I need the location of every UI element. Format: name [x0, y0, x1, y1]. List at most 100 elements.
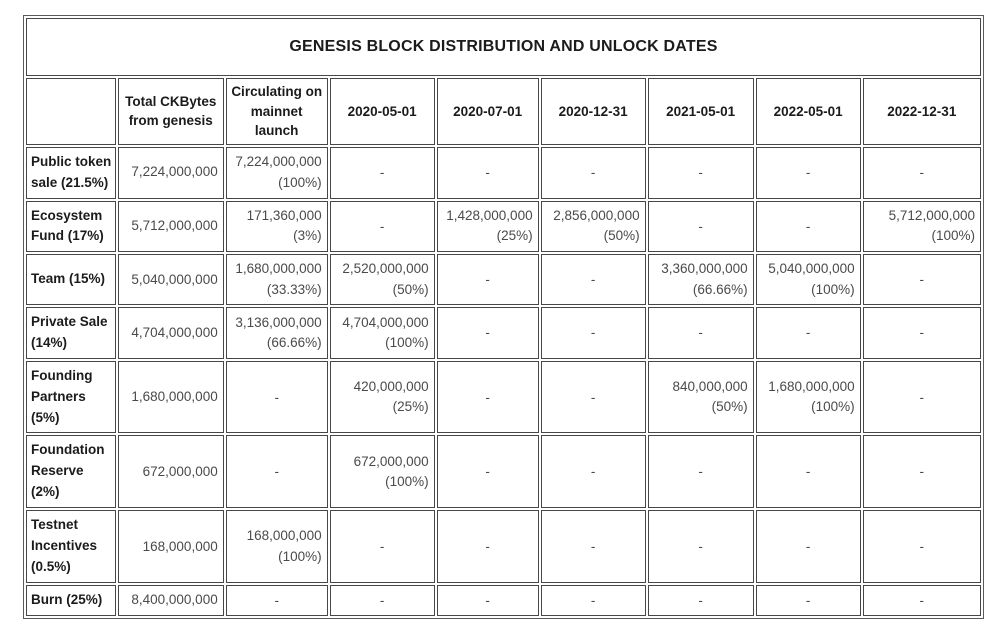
table-row: Ecosystem Fund (17%) 5,712,000,000 171,360…	[26, 200, 981, 253]
cell-value: 1,428,000,000	[446, 208, 533, 224]
cell-value: 1,680,000,000	[131, 388, 218, 404]
column-header-2020-05-01: 2020-05-01	[329, 78, 435, 145]
cell-percent: (100%)	[811, 281, 855, 297]
column-header-blank	[26, 78, 116, 145]
cell-percent: (50%)	[711, 399, 748, 415]
empty-cell: -	[755, 585, 861, 616]
value-cell: 840,000,000 (50%)	[647, 360, 754, 434]
cell-percent: (100%)	[385, 334, 429, 350]
cell-value: 5,040,000,000	[131, 271, 218, 287]
column-header-2020-12-31: 2020-12-31	[540, 78, 646, 145]
empty-cell: -	[647, 200, 754, 253]
value-cell: 2,520,000,000 (50%)	[329, 254, 435, 305]
cell-percent: (25%)	[392, 399, 429, 415]
empty-cell: -	[755, 510, 861, 584]
cell-value: 5,040,000,000	[768, 261, 855, 277]
empty-cell: -	[540, 254, 646, 305]
empty-cell: -	[329, 200, 435, 253]
cell-value: 1,680,000,000	[768, 378, 855, 394]
column-header-circulating-on-mainnet-launch: Circulating on mainnet launch	[225, 78, 328, 145]
value-cell: 3,360,000,000 (66.66%)	[647, 254, 754, 305]
value-cell: 4,704,000,000 (100%)	[329, 306, 435, 359]
row-label: Burn (25%)	[26, 585, 116, 616]
cell-value: 5,712,000,000	[888, 208, 975, 224]
cell-value: 168,000,000	[246, 528, 322, 544]
title-row: GENESIS BLOCK DISTRIBUTION AND UNLOCK DA…	[26, 18, 981, 76]
empty-cell: -	[755, 200, 861, 253]
value-cell: 2,856,000,000 (50%)	[540, 200, 646, 253]
empty-cell: -	[755, 435, 861, 509]
empty-cell: -	[647, 306, 754, 359]
value-cell: 4,704,000,000	[117, 306, 224, 359]
empty-cell: -	[647, 510, 754, 584]
table-row: Foundation Reserve (2%) 672,000,000-672,0…	[26, 435, 981, 509]
table-row: Founding Partners (5%) 1,680,000,000-420,…	[26, 360, 981, 434]
empty-cell: -	[436, 306, 539, 359]
empty-cell: -	[647, 435, 754, 509]
empty-cell: -	[436, 585, 539, 616]
empty-cell: -	[647, 146, 754, 199]
empty-cell: -	[647, 585, 754, 616]
empty-cell: -	[862, 306, 981, 359]
table-row: Testnet Incentives (0.5%) 168,000,000 168,…	[26, 510, 981, 584]
empty-cell: -	[436, 360, 539, 434]
row-label: Public token sale (21.5%)	[26, 146, 116, 199]
table-row: Private Sale (14%) 4,704,000,000 3,136,000…	[26, 306, 981, 359]
cell-value: 171,360,000	[246, 208, 322, 224]
cell-value: 5,712,000,000	[131, 218, 218, 234]
cell-percent: (33.33%)	[266, 281, 322, 297]
empty-cell: -	[225, 435, 328, 509]
value-cell: 168,000,000 (100%)	[225, 510, 328, 584]
value-cell: 5,712,000,000	[117, 200, 224, 253]
row-label: Private Sale (14%)	[26, 306, 116, 359]
cell-value: 2,856,000,000	[553, 208, 640, 224]
empty-cell: -	[862, 435, 981, 509]
cell-value: 420,000,000	[353, 378, 429, 394]
row-label: Founding Partners (5%)	[26, 360, 116, 434]
empty-cell: -	[540, 510, 646, 584]
genesis-distribution-table: GENESIS BLOCK DISTRIBUTION AND UNLOCK DA…	[23, 15, 984, 619]
cell-percent: (50%)	[603, 228, 640, 244]
empty-cell: -	[329, 510, 435, 584]
cell-value: 7,224,000,000	[235, 154, 322, 170]
value-cell: 5,040,000,000 (100%)	[755, 254, 861, 305]
value-cell: 7,224,000,000	[117, 146, 224, 199]
cell-value: 1,680,000,000	[235, 261, 322, 277]
value-cell: 3,136,000,000 (66.66%)	[225, 306, 328, 359]
table-header-row: Total CKBytes from genesis Circulating on…	[26, 78, 981, 145]
cell-value: 2,520,000,000	[342, 261, 429, 277]
cell-value: 840,000,000	[672, 378, 748, 394]
cell-value: 672,000,000	[142, 463, 218, 479]
cell-value: 3,360,000,000	[661, 261, 748, 277]
empty-cell: -	[862, 585, 981, 616]
table-title: GENESIS BLOCK DISTRIBUTION AND UNLOCK DA…	[26, 18, 981, 76]
cell-percent: (100%)	[278, 548, 322, 564]
empty-cell: -	[540, 585, 646, 616]
cell-percent: (100%)	[931, 228, 975, 244]
table-row: Public token sale (21.5%) 7,224,000,000 7,…	[26, 146, 981, 199]
value-cell: 171,360,000 (3%)	[225, 200, 328, 253]
cell-percent: (100%)	[385, 473, 429, 489]
empty-cell: -	[329, 146, 435, 199]
empty-cell: -	[540, 306, 646, 359]
cell-percent: (25%)	[496, 228, 533, 244]
column-header-2020-07-01: 2020-07-01	[436, 78, 539, 145]
value-cell: 7,224,000,000 (100%)	[225, 146, 328, 199]
column-header-2022-12-31: 2022-12-31	[862, 78, 981, 145]
cell-percent: (100%)	[278, 174, 322, 190]
row-label: Foundation Reserve (2%)	[26, 435, 116, 509]
empty-cell: -	[862, 510, 981, 584]
value-cell: 1,680,000,000	[117, 360, 224, 434]
row-label: Testnet Incentives (0.5%)	[26, 510, 116, 584]
cell-percent: (66.66%)	[692, 281, 748, 297]
empty-cell: -	[225, 360, 328, 434]
cell-value: 8,400,000,000	[131, 592, 218, 608]
cell-percent: (66.66%)	[266, 334, 322, 350]
column-header-2021-05-01: 2021-05-01	[647, 78, 754, 145]
table-row: Burn (25%) 8,400,000,000- - - - - - -	[26, 585, 981, 616]
empty-cell: -	[862, 360, 981, 434]
value-cell: 1,680,000,000 (100%)	[755, 360, 861, 434]
value-cell: 420,000,000 (25%)	[329, 360, 435, 434]
value-cell: 168,000,000	[117, 510, 224, 584]
